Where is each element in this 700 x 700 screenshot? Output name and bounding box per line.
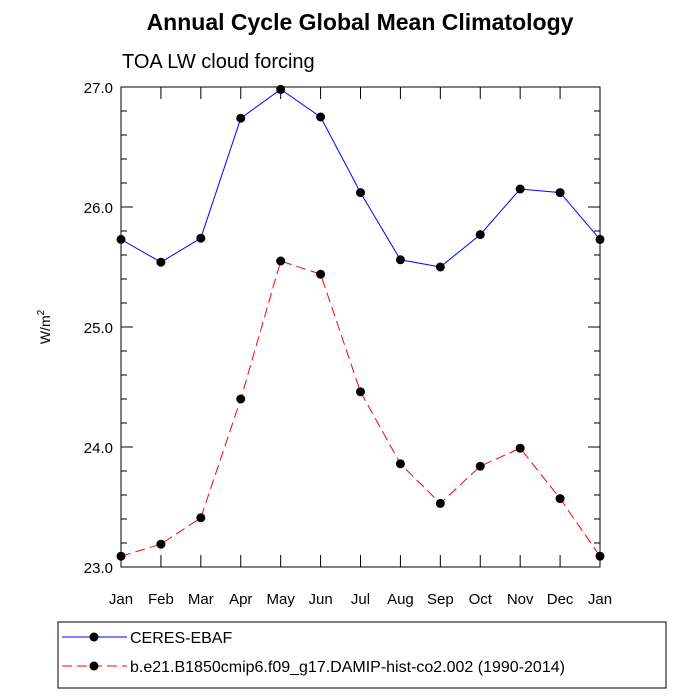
x-tick-label: Oct <box>469 591 493 608</box>
x-tick-label: Mar <box>188 591 214 608</box>
series-line-0 <box>120 88 601 268</box>
y-minor-ticks <box>121 110 600 544</box>
y-tick-label: 26.0 <box>84 200 113 217</box>
x-tick-label: Dec <box>547 591 574 608</box>
legend-marker-0 <box>89 632 99 642</box>
series-0-point <box>435 262 445 272</box>
chart-subtitle: TOA LW cloud forcing <box>122 51 315 73</box>
x-tick-label: Jun <box>308 591 332 608</box>
x-tick-label: Nov <box>507 591 534 608</box>
series-line-1 <box>120 260 601 557</box>
series-layer <box>116 84 605 561</box>
series-1-point <box>515 443 525 453</box>
series-1-point <box>276 256 286 266</box>
legend-marker-1 <box>89 661 99 671</box>
y-tick-label: 27.0 <box>84 80 113 97</box>
series-0-point <box>236 113 246 123</box>
series-1-point <box>356 387 365 397</box>
series-0-point <box>116 234 126 244</box>
x-tick-label: Jul <box>351 591 370 608</box>
y-tick-label: 23.0 <box>84 560 113 577</box>
y-tick-label: 24.0 <box>84 440 113 457</box>
series-0-point <box>276 84 286 94</box>
x-tick-label: Jan <box>109 591 133 608</box>
series-1-point <box>555 494 565 504</box>
chart-title: Annual Cycle Global Mean Climatology <box>147 9 574 35</box>
plot-frame <box>120 86 601 568</box>
series-1-point <box>475 461 485 471</box>
series-0-point <box>356 188 365 198</box>
series-0-point <box>555 188 565 198</box>
y-tick-label: 25.0 <box>84 320 113 337</box>
legend-label-1: b.e21.B1850cmip6.f09_g17.DAMIP-hist-co2.… <box>130 659 565 676</box>
series-0-point <box>515 184 525 194</box>
series-0-point <box>595 234 605 244</box>
legend-box <box>57 621 667 689</box>
x-ticks: Jan Feb Mar Apr May Jun Jul Aug Sep Oct Nov Dec Jan <box>109 87 612 608</box>
series-0-point <box>156 257 166 267</box>
series-1-point <box>156 539 166 549</box>
x-tick-label: Apr <box>229 591 252 608</box>
x-tick-label: May <box>266 591 295 608</box>
legend-label-0: CERES-EBAF <box>130 630 232 647</box>
series-0-point <box>475 230 485 240</box>
series-0-point <box>196 233 206 243</box>
x-tick-label: Jan <box>588 591 612 608</box>
series-1-point <box>395 459 405 469</box>
x-tick-label: Sep <box>427 591 454 608</box>
series-1-point <box>316 269 326 279</box>
series-1-point <box>236 394 246 404</box>
legend: CERES-EBAF b.e21.B1850cmip6.f09_g17.DAMIP… <box>62 630 565 676</box>
x-tick-label: Aug <box>387 591 414 608</box>
series-0-point <box>316 112 326 122</box>
x-tick-label: Feb <box>148 591 174 608</box>
series-1-point <box>435 498 445 508</box>
y-major-ticks: 23.0 24.0 25.0 26.0 27.0 <box>84 80 600 577</box>
series-1-point <box>595 551 605 561</box>
series-0-point <box>395 255 405 265</box>
series-1-point <box>116 551 126 561</box>
y-axis-label: W/m2 <box>36 309 53 344</box>
series-1-point <box>196 513 206 523</box>
